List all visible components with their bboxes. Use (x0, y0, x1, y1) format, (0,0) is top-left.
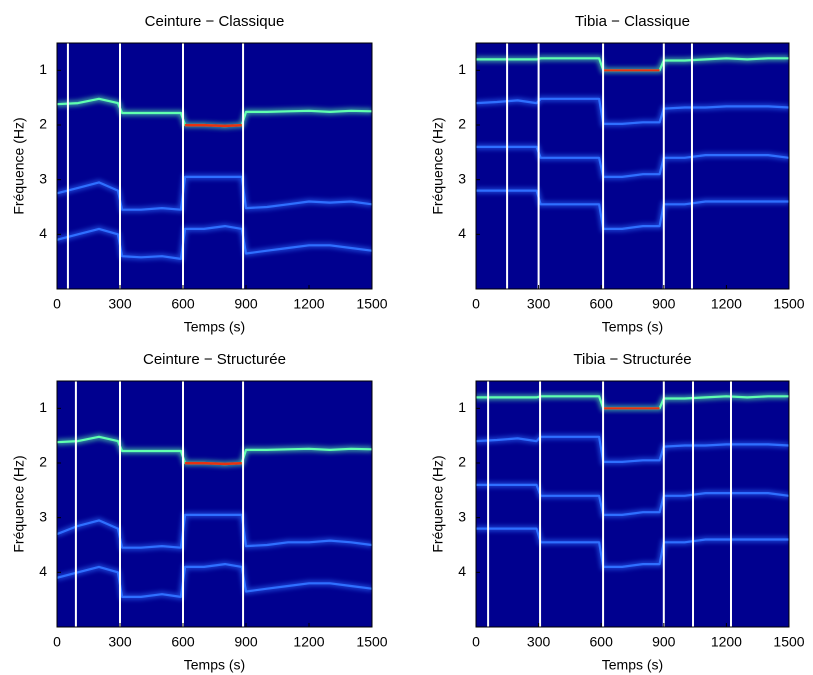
x-tick-label: 600 (590, 296, 614, 312)
x-tick-label: 0 (472, 634, 480, 650)
chart-title: Tibia − Structurée (573, 351, 691, 368)
ridge (57, 563, 372, 598)
x-tick-label: 1500 (356, 296, 387, 312)
plot-area (57, 43, 372, 289)
x-tick-label: 1500 (773, 296, 804, 312)
y-axis-label: Fréquence (Hz) (430, 455, 446, 552)
ridge (57, 513, 372, 549)
x-tick-label: 0 (53, 634, 61, 650)
chart-title: Ceinture − Structurée (143, 351, 286, 368)
y-tick-label: 2 (458, 454, 466, 470)
ridge (476, 97, 789, 125)
plot-area (57, 381, 372, 627)
x-axis-label: Temps (s) (184, 657, 245, 673)
x-tick-label: 1200 (711, 634, 742, 650)
x-tick-label: 1200 (293, 634, 324, 650)
y-tick-label: 1 (39, 399, 47, 415)
chart-title: Ceinture − Classique (145, 13, 285, 30)
ridge (185, 461, 242, 466)
x-tick-label: 600 (171, 296, 195, 312)
ridge (57, 225, 372, 260)
y-tick-label: 3 (39, 508, 47, 524)
y-tick-label: 3 (458, 170, 466, 186)
y-axis-label: Fréquence (Hz) (11, 455, 27, 552)
y-tick-label: 4 (458, 225, 466, 241)
ridge (185, 123, 242, 128)
y-axis-label: Fréquence (Hz) (430, 117, 446, 214)
x-tick-label: 900 (234, 634, 258, 650)
x-tick-label: 300 (108, 296, 132, 312)
plot-background (57, 43, 372, 289)
y-tick-label: 4 (458, 563, 466, 579)
axes-frame (475, 380, 790, 628)
x-axis-label: Temps (s) (602, 319, 663, 335)
y-tick-label: 2 (458, 116, 466, 132)
ridge (476, 527, 789, 568)
chart-title: Tibia − Classique (575, 13, 690, 30)
plot-area (476, 381, 789, 627)
x-tick-label: 900 (234, 296, 258, 312)
subplot: 0 300 600 900 1200 1500 1 2 3 4 Tibia − Classique T… (430, 13, 805, 335)
x-axis-label: Temps (s) (602, 657, 663, 673)
x-tick-label: 300 (108, 634, 132, 650)
y-tick-label: 2 (39, 116, 47, 132)
ridge (476, 483, 789, 516)
x-tick-label: 1200 (711, 296, 742, 312)
plot-background (57, 381, 372, 627)
axes-frame (56, 42, 373, 290)
y-tick-label: 4 (39, 563, 47, 579)
plot-background (476, 43, 789, 289)
ridge (476, 435, 789, 463)
plot-background (476, 381, 789, 627)
axes-frame (475, 42, 790, 290)
x-axis-label: Temps (s) (184, 319, 245, 335)
subplot: 0 300 600 900 1200 1500 1 2 3 4 Tibia − Structurée… (430, 351, 805, 673)
ridge (57, 175, 372, 211)
x-tick-label: 300 (527, 296, 551, 312)
y-tick-label: 3 (39, 170, 47, 186)
x-tick-label: 1500 (773, 634, 804, 650)
axes-frame (56, 380, 373, 628)
ridge (476, 189, 789, 230)
x-tick-label: 600 (590, 634, 614, 650)
y-tick-label: 4 (39, 225, 47, 241)
y-tick-label: 2 (39, 454, 47, 470)
y-tick-label: 1 (458, 61, 466, 77)
x-tick-label: 0 (472, 296, 480, 312)
subplot: 0 300 600 900 1200 1500 1 2 3 4 Ceinture − Classiq… (11, 13, 388, 335)
x-tick-label: 300 (527, 634, 551, 650)
x-tick-label: 900 (652, 296, 676, 312)
y-axis-label: Fréquence (Hz) (11, 117, 27, 214)
x-tick-label: 0 (53, 296, 61, 312)
y-tick-label: 1 (39, 61, 47, 77)
x-tick-label: 1200 (293, 296, 324, 312)
x-tick-label: 600 (171, 634, 195, 650)
x-tick-label: 900 (652, 634, 676, 650)
ridge (476, 145, 789, 178)
y-tick-label: 1 (458, 399, 466, 415)
plot-area (476, 43, 789, 289)
subplot: 0 300 600 900 1200 1500 1 2 3 4 Ceinture − Structu… (11, 351, 388, 673)
x-tick-label: 1500 (356, 634, 387, 650)
y-tick-label: 3 (458, 508, 466, 524)
